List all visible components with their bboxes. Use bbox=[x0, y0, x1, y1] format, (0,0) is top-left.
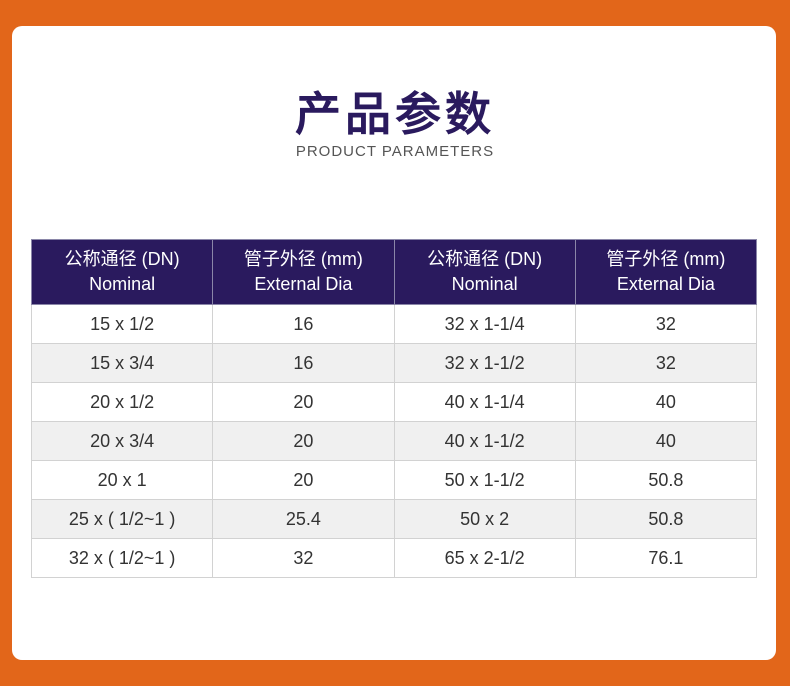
header-sublabel: Nominal bbox=[89, 274, 156, 294]
table-row: 20 x 1 20 50 x 1-1/2 50.8 bbox=[30, 460, 758, 500]
table-cell: 32 x 1-1/2 bbox=[393, 343, 576, 383]
table-cell: 32 bbox=[574, 343, 758, 383]
table-cell: 50 x 1-1/2 bbox=[393, 460, 576, 500]
table-cell: 40 x 1-1/4 bbox=[393, 382, 576, 422]
header-cell: 公称通径 (DN) Nominal bbox=[30, 239, 214, 305]
header-sublabel: Nominal bbox=[451, 274, 518, 294]
header-cell: 管子外径 (mm) External Dia bbox=[574, 239, 758, 305]
table-cell: 76.1 bbox=[574, 538, 758, 578]
table-cell: 40 bbox=[574, 382, 758, 422]
table-cell: 20 bbox=[212, 382, 395, 422]
table-header-row: 公称通径 (DN) Nominal 管子外径 (mm) External Dia… bbox=[30, 239, 758, 305]
table-cell: 32 x 1-1/4 bbox=[393, 304, 576, 344]
table-cell: 25 x ( 1/2~1 ) bbox=[30, 499, 214, 539]
table-cell: 15 x 1/2 bbox=[30, 304, 214, 344]
header-sublabel: External Dia bbox=[616, 274, 715, 294]
table-cell: 40 bbox=[574, 421, 758, 461]
table-cell: 50.8 bbox=[574, 499, 758, 539]
table-cell: 20 x 1 bbox=[30, 460, 214, 500]
header-label: 公称通径 (DN) bbox=[64, 249, 180, 269]
table-cell: 16 bbox=[212, 304, 395, 344]
page-subtitle: PRODUCT PARAMETERS bbox=[295, 143, 495, 160]
parameters-table: 公称通径 (DN) Nominal 管子外径 (mm) External Dia… bbox=[30, 239, 758, 578]
table-cell: 15 x 3/4 bbox=[30, 343, 214, 383]
table-cell: 50.8 bbox=[574, 460, 758, 500]
header-cell: 公称通径 (DN) Nominal bbox=[393, 239, 576, 305]
table-row: 25 x ( 1/2~1 ) 25.4 50 x 2 50.8 bbox=[30, 499, 758, 539]
table-row: 32 x ( 1/2~1 ) 32 65 x 2-1/2 76.1 bbox=[30, 538, 758, 578]
table-cell: 20 x 3/4 bbox=[30, 421, 214, 461]
page-title: 产品参数 bbox=[295, 87, 495, 141]
table-cell: 16 bbox=[212, 343, 395, 383]
header-cell: 管子外径 (mm) External Dia bbox=[212, 239, 395, 305]
header-label: 公称通径 (DN) bbox=[427, 249, 543, 269]
table-row: 15 x 1/2 16 32 x 1-1/4 32 bbox=[30, 304, 758, 344]
table-cell: 32 x ( 1/2~1 ) bbox=[30, 538, 214, 578]
header-label: 管子外径 (mm) bbox=[606, 249, 726, 269]
table-row: 20 x 1/2 20 40 x 1-1/4 40 bbox=[30, 382, 758, 422]
table-cell: 20 bbox=[212, 460, 395, 500]
table-cell: 20 bbox=[212, 421, 395, 461]
header-sublabel: External Dia bbox=[254, 274, 353, 294]
table-cell: 50 x 2 bbox=[393, 499, 576, 539]
table-cell: 25.4 bbox=[212, 499, 395, 539]
table-cell: 65 x 2-1/2 bbox=[393, 538, 576, 578]
table-cell: 32 bbox=[212, 538, 395, 578]
table-cell: 32 bbox=[574, 304, 758, 344]
table-row: 15 x 3/4 16 32 x 1-1/2 32 bbox=[30, 343, 758, 383]
table-row: 20 x 3/4 20 40 x 1-1/2 40 bbox=[30, 421, 758, 461]
table-cell: 20 x 1/2 bbox=[30, 382, 214, 422]
header-label: 管子外径 (mm) bbox=[243, 249, 363, 269]
table-cell: 40 x 1-1/2 bbox=[393, 421, 576, 461]
